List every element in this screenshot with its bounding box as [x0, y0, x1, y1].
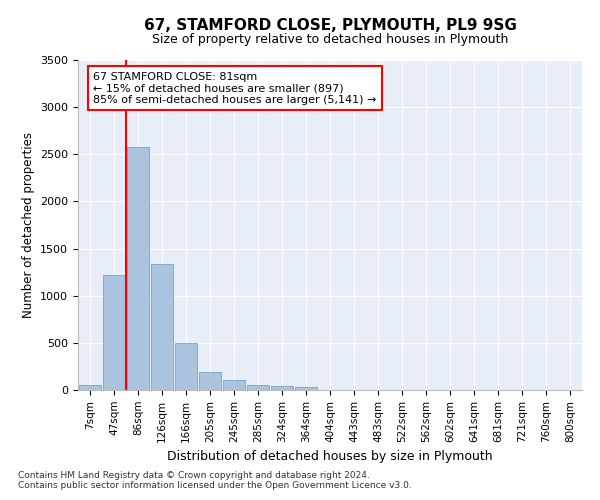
Text: 67 STAMFORD CLOSE: 81sqm
← 15% of detached houses are smaller (897)
85% of semi-: 67 STAMFORD CLOSE: 81sqm ← 15% of detach…	[93, 72, 376, 105]
Bar	[247, 385, 269, 390]
Bar	[151, 264, 173, 390]
Text: Contains public sector information licensed under the Open Government Licence v3: Contains public sector information licen…	[18, 480, 412, 490]
Y-axis label: Number of detached properties: Number of detached properties	[22, 132, 35, 318]
Bar	[271, 386, 293, 390]
Bar	[103, 275, 125, 390]
Bar	[175, 343, 197, 390]
Text: Size of property relative to detached houses in Plymouth: Size of property relative to detached ho…	[152, 32, 508, 46]
Text: 67, STAMFORD CLOSE, PLYMOUTH, PL9 9SG: 67, STAMFORD CLOSE, PLYMOUTH, PL9 9SG	[143, 18, 517, 32]
Bar	[199, 372, 221, 390]
Bar	[79, 385, 101, 390]
Text: Contains HM Land Registry data © Crown copyright and database right 2024.: Contains HM Land Registry data © Crown c…	[18, 470, 370, 480]
X-axis label: Distribution of detached houses by size in Plymouth: Distribution of detached houses by size …	[167, 450, 493, 463]
Bar	[295, 386, 317, 390]
Bar	[223, 380, 245, 390]
Bar	[127, 146, 149, 390]
